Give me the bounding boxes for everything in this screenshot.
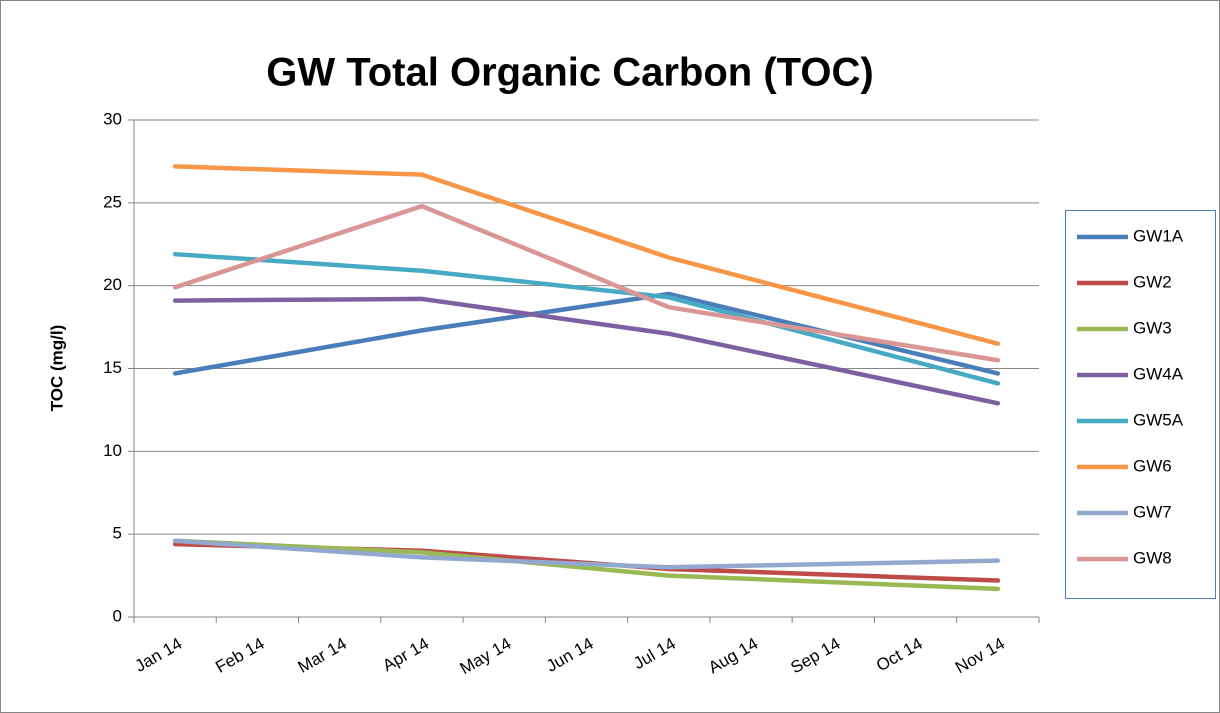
series-line [172,538,1001,570]
series-line [172,251,1001,386]
y-axis-label: TOC (mg/l) [47,325,66,412]
y-tick-label: 25 [103,192,122,211]
series-line [172,296,1001,406]
legend-label: GW8 [1133,548,1172,567]
y-tick-label: 0 [113,606,122,625]
legend-label: GW4A [1133,364,1184,383]
y-tick-label: 30 [103,109,122,128]
series-line [172,164,1001,346]
y-tick-label: 20 [103,275,122,294]
legend-label: GW7 [1133,502,1172,521]
legend-label: GW5A [1133,410,1184,429]
legend-box [1065,210,1216,599]
series-line [172,203,1001,363]
y-tick-label: 15 [103,358,122,377]
legend-label: GW3 [1133,318,1172,337]
chart-title: GW Total Organic Carbon (TOC) [266,51,873,95]
legend-label: GW6 [1133,456,1172,475]
legend-label: GW2 [1133,272,1172,291]
y-tick-label: 10 [103,441,122,460]
legend-label: GW1A [1133,226,1184,245]
y-tick-label: 5 [113,524,122,543]
